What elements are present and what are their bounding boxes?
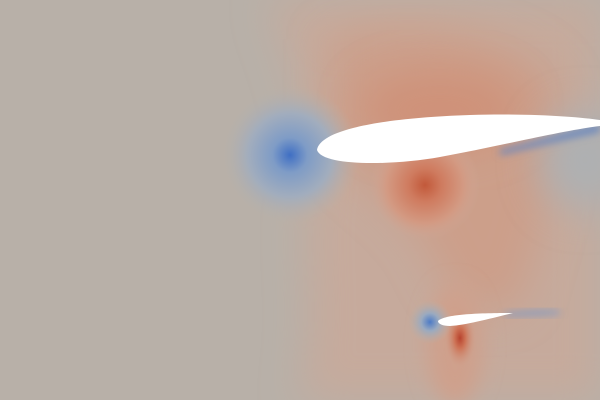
main-airfoil <box>317 114 600 164</box>
wake <box>500 124 600 155</box>
wake <box>505 310 560 316</box>
suction-region <box>408 300 452 344</box>
suction-region <box>220 85 360 225</box>
flap-airfoil <box>438 313 513 326</box>
